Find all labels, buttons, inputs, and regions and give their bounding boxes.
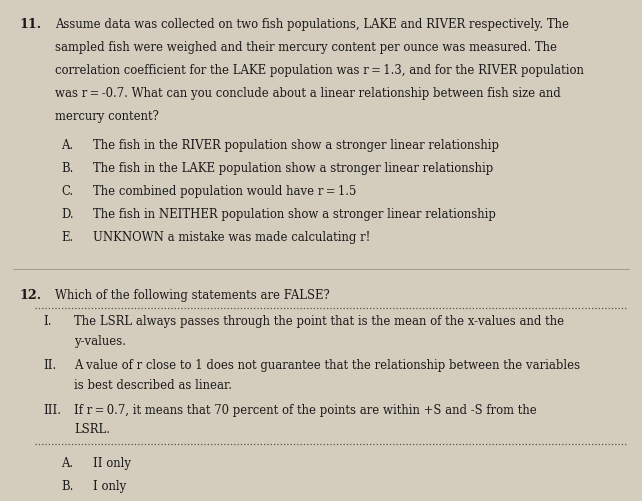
Text: is best described as linear.: is best described as linear. [74, 378, 232, 391]
Text: The combined population would have r = 1.5: The combined population would have r = 1… [93, 185, 356, 198]
Text: The LSRL always passes through the point that is the mean of the x-values and th: The LSRL always passes through the point… [74, 315, 564, 328]
Text: A.: A. [61, 456, 73, 469]
Text: UNKNOWN a mistake was made calculating r!: UNKNOWN a mistake was made calculating r… [93, 231, 370, 244]
Text: y-values.: y-values. [74, 334, 126, 347]
Text: 11.: 11. [19, 18, 41, 31]
Text: correlation coefficient for the LAKE population was r = 1.3, and for the RIVER p: correlation coefficient for the LAKE pop… [55, 64, 584, 77]
Text: sampled fish were weighed and their mercury content per ounce was measured. The: sampled fish were weighed and their merc… [55, 41, 557, 54]
Text: The fish in the LAKE population show a stronger linear relationship: The fish in the LAKE population show a s… [93, 162, 493, 175]
Text: Which of the following statements are FALSE?: Which of the following statements are FA… [55, 288, 329, 301]
Text: B.: B. [61, 479, 73, 492]
Text: The fish in the RIVER population show a stronger linear relationship: The fish in the RIVER population show a … [93, 139, 499, 152]
Text: D.: D. [61, 208, 74, 221]
Text: If r = 0.7, it means that 70 percent of the points are within +S and -S from the: If r = 0.7, it means that 70 percent of … [74, 403, 537, 416]
Text: The fish in NEITHER population show a stronger linear relationship: The fish in NEITHER population show a st… [93, 208, 496, 221]
Text: E.: E. [61, 231, 73, 244]
Text: LSRL.: LSRL. [74, 422, 110, 435]
Text: A.: A. [61, 139, 73, 152]
Text: Assume data was collected on two fish populations, LAKE and RIVER respectively. : Assume data was collected on two fish po… [55, 18, 569, 31]
Text: C.: C. [61, 185, 73, 198]
Text: was r = -0.7. What can you conclude about a linear relationship between fish siz: was r = -0.7. What can you conclude abou… [55, 87, 560, 100]
Text: I only: I only [93, 479, 126, 492]
Text: B.: B. [61, 162, 73, 175]
Text: mercury content?: mercury content? [55, 110, 159, 123]
Text: III.: III. [44, 403, 62, 416]
Text: II.: II. [44, 359, 57, 372]
Text: I.: I. [44, 315, 52, 328]
Text: 12.: 12. [19, 288, 41, 301]
Text: A value of r close to 1 does not guarantee that the relationship between the var: A value of r close to 1 does not guarant… [74, 359, 580, 372]
Text: II only: II only [93, 456, 131, 469]
